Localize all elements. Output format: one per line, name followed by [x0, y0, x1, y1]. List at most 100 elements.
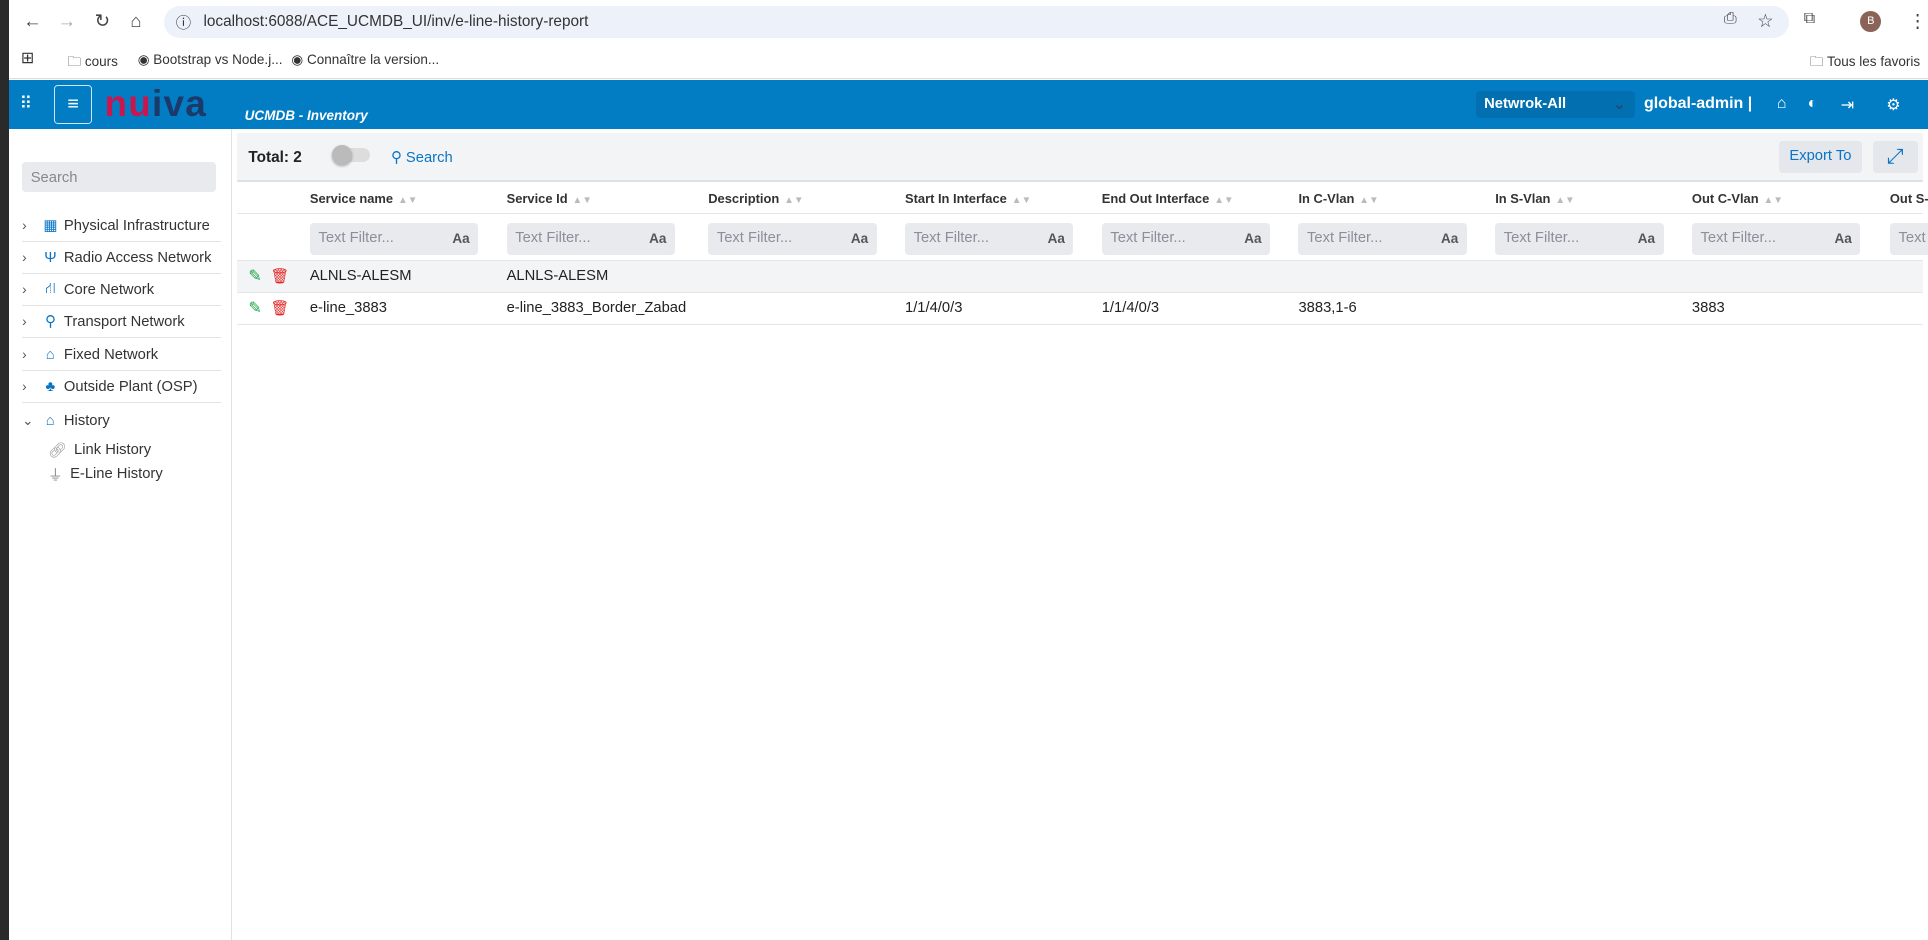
match-case-icon[interactable]: Aa — [1637, 231, 1656, 247]
sort-icon[interactable]: ▲▼ — [1555, 194, 1575, 206]
sidebar: Search › ▦ Physical Infrastructure › Ψ Radio… — [8, 129, 233, 940]
hamburger-menu-button[interactable]: ≡ — [54, 84, 93, 125]
plug-icon: ⏚ — [47, 467, 63, 484]
user-name: global-admin | — [1643, 94, 1753, 112]
nuiva-logo: nuiva — [104, 82, 207, 124]
main-content: Total: 2 ⚲ Search Export To ⤢ Service na… — [237, 129, 1928, 940]
profile-avatar[interactable]: B — [1860, 11, 1882, 32]
column-text-filter[interactable]: Text Filter... — [1889, 222, 1928, 255]
column-header[interactable]: In S-Vlan ▲▼ — [1495, 190, 1575, 206]
bookmarks-bar: ⊞ 🗀 cours ◉ Bootstrap vs Node.j... ◉ Con… — [8, 43, 1928, 79]
match-case-icon[interactable]: Aa — [1834, 231, 1852, 247]
column-text-filter[interactable]: Text Filter... Aa — [904, 222, 1074, 255]
sort-icon[interactable]: ▲▼ — [1359, 194, 1379, 206]
sidebar-search-input[interactable]: Search — [22, 162, 217, 192]
table-cell: 3883 — [1691, 300, 1725, 316]
edit-icon[interactable]: ✎ — [248, 267, 262, 285]
address-bar[interactable]: ⓘ localhost:6088/ACE_UCMDB_UI/inv/e-line… — [163, 6, 1790, 39]
sidebar-item-fixed-network[interactable]: › ⌂ Fixed Network — [22, 339, 222, 372]
antenna-icon: Ψ — [44, 249, 57, 266]
column-text-filter[interactable]: Text Filter... Aa — [506, 222, 676, 255]
toggle-switch[interactable] — [332, 145, 371, 165]
back-icon[interactable]: ← — [23, 9, 42, 31]
tree-icon: ♣ — [45, 378, 56, 395]
match-case-icon[interactable]: Aa — [649, 231, 667, 247]
column-header[interactable]: Description ▲▼ — [708, 190, 804, 206]
delete-icon[interactable]: 🗑︎ — [270, 268, 290, 285]
app-subtitle: UCMDB - Inventory — [244, 108, 368, 124]
install-icon[interactable]: ⎙ — [1723, 9, 1737, 27]
url-text: localhost:6088/ACE_UCMDB_UI/inv/e-line-h… — [203, 13, 589, 31]
reload-icon[interactable]: ↻ — [94, 9, 111, 31]
home-icon[interactable]: ⌂ — [1776, 94, 1787, 112]
bookmark-version[interactable]: ◉ Connaître la version... — [291, 51, 440, 67]
column-header[interactable]: Service name ▲▼ — [309, 190, 418, 206]
chevron-right-icon: › — [22, 282, 27, 298]
edit-icon[interactable]: ✎ — [248, 299, 262, 317]
sort-icon[interactable]: ▲▼ — [1011, 194, 1032, 206]
sidebar-item-history[interactable]: ⌄ ⌂ History — [22, 412, 110, 429]
column-text-filter[interactable]: Text Filter... Aa — [1691, 222, 1861, 255]
home-icon[interactable]: ⌂ — [130, 9, 142, 31]
menu-icon[interactable]: ⋮ — [1908, 9, 1927, 31]
column-header[interactable]: Out S- — [1889, 190, 1928, 206]
all-bookmarks[interactable]: 🗀 Tous les favoris — [1809, 53, 1921, 69]
forward-icon[interactable]: → — [57, 9, 77, 31]
sidebar-subitem-e-line-history[interactable]: ⏚ E-Line History — [48, 464, 163, 485]
column-text-filter[interactable]: Text Filter... Aa — [1101, 222, 1271, 255]
column-header[interactable]: End Out Interface ▲▼ — [1101, 190, 1234, 206]
contrast-icon[interactable]: ◐ — [1807, 94, 1818, 112]
delete-icon[interactable]: 🗑︎ — [270, 300, 290, 317]
column-text-filter[interactable]: Text Filter... Aa — [708, 222, 877, 255]
sidebar-subitem-link-history[interactable]: 🔗︎ Link History — [47, 442, 152, 460]
sidebar-item-transport-network[interactable]: › ⚲ Transport Network — [22, 306, 222, 339]
table-cell: ALNLS-ALESM — [309, 268, 412, 285]
sort-icon[interactable]: ▲▼ — [572, 194, 592, 206]
sort-icon[interactable]: ▲▼ — [1214, 194, 1234, 206]
match-case-icon[interactable]: Aa — [1441, 231, 1459, 247]
sort-icon[interactable]: ▲▼ — [784, 194, 804, 206]
chevron-right-icon: › — [22, 314, 27, 330]
search-button[interactable]: ⚲ Search — [391, 149, 453, 166]
table-row[interactable]: ✎ 🗑︎ e-line_3883 e-line_3883_Border_Zabad 1… — [237, 293, 1924, 325]
route-icon: ⚲ — [44, 314, 56, 331]
match-case-icon[interactable]: Aa — [1047, 231, 1065, 247]
sort-icon[interactable]: ▲▼ — [1763, 194, 1783, 206]
home-icon: ⌂ — [45, 412, 55, 429]
match-case-icon[interactable]: Aa — [452, 231, 470, 247]
column-header[interactable]: In C-Vlan ▲▼ — [1298, 190, 1379, 206]
building-icon: ▦ — [43, 218, 58, 235]
home-icon: ⌂ — [45, 346, 55, 363]
app-header: ⠿ ≡ nuiva UCMDB - Inventory Netwrok-All ⌄… — [8, 79, 1928, 130]
bookmark-cours[interactable]: 🗀 cours — [67, 53, 118, 69]
network-select[interactable]: Netwrok-All ⌄ — [1475, 90, 1636, 119]
sort-icon[interactable]: ▲▼ — [397, 194, 418, 206]
expand-icon[interactable]: ⤢ — [1872, 141, 1919, 174]
sidebar-item-radio-access-network[interactable]: › Ψ Radio Access Network — [22, 242, 222, 275]
column-text-filter[interactable]: Text Filter... Aa — [309, 222, 479, 255]
logout-icon[interactable]: ⇥ — [1840, 96, 1855, 114]
column-header[interactable]: Start In Interface ▲▼ — [904, 190, 1032, 206]
export-button[interactable]: Export To — [1779, 141, 1862, 174]
column-header[interactable]: Service Id ▲▼ — [506, 190, 592, 206]
column-text-filter[interactable]: Text Filter... Aa — [1495, 222, 1664, 255]
settings-gear-icon[interactable]: ⚙ — [1886, 96, 1901, 114]
table-cell: 3883,1-6 — [1298, 300, 1357, 316]
match-case-icon[interactable]: Aa — [1244, 231, 1262, 247]
extensions-icon[interactable]: ⧉ — [1803, 9, 1816, 27]
chevron-right-icon: › — [22, 379, 27, 395]
column-header[interactable]: Out C-Vlan ▲▼ — [1691, 190, 1783, 206]
match-case-icon[interactable]: Aa — [850, 231, 869, 247]
table-cell: ALNLS-ALESM — [506, 268, 609, 285]
sidebar-item-outside-plant[interactable]: › ♣ Outside Plant (OSP) — [22, 371, 222, 404]
total-count: Total: 2 — [248, 148, 302, 166]
sidebar-item-core-network[interactable]: › ⛙ Core Network — [22, 274, 222, 307]
star-icon[interactable]: ☆ — [1757, 9, 1774, 31]
column-text-filter[interactable]: Text Filter... Aa — [1298, 222, 1467, 255]
table-cell: 1/1/4/0/3 — [904, 300, 963, 316]
apps-icon[interactable]: ⊞ — [20, 49, 35, 67]
grid-icon[interactable]: ⠿ — [19, 93, 33, 114]
table-row[interactable]: ✎ 🗑︎ ALNLS-ALESM ALNLS-ALESM — [237, 260, 1924, 293]
sidebar-item-physical-infrastructure[interactable]: › ▦ Physical Infrastructure — [22, 210, 222, 243]
bookmark-bootstrap[interactable]: ◉ Bootstrap vs Node.j... — [137, 51, 283, 67]
